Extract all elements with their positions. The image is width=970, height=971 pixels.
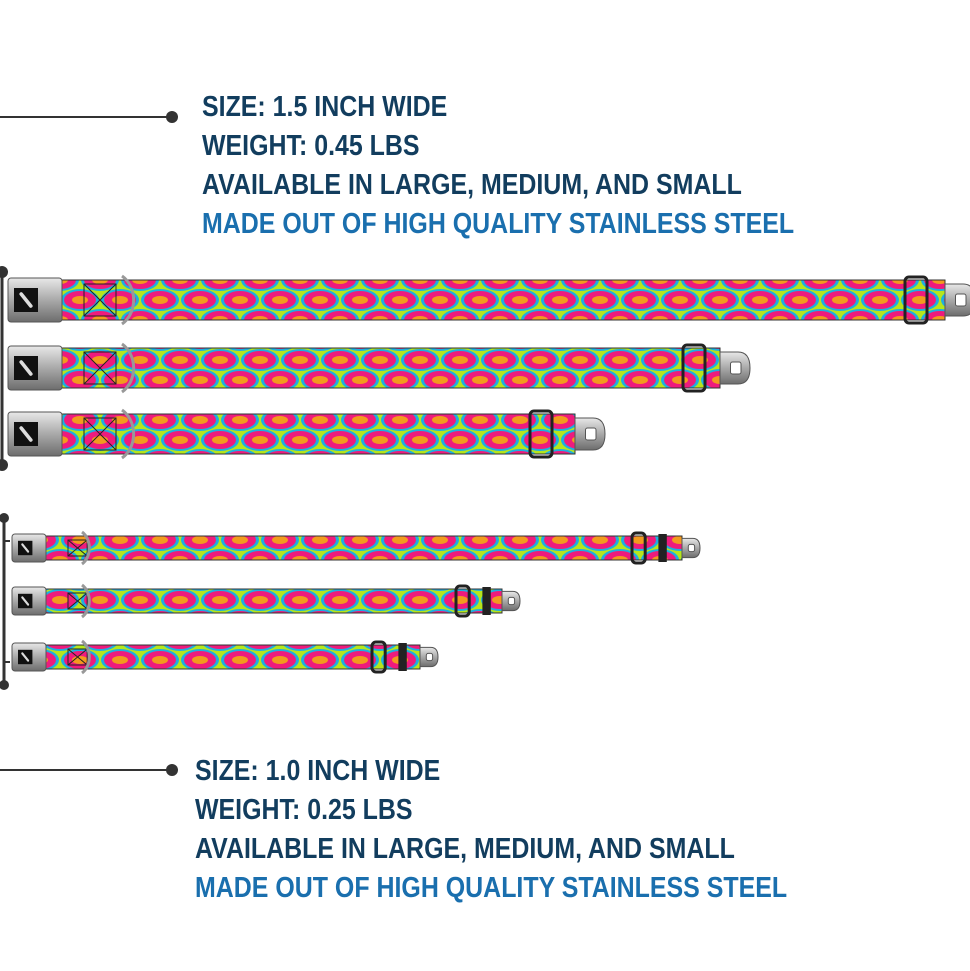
pointer-line-bottom xyxy=(0,764,178,776)
narrow-availability: AVAILABLE IN LARGE, MEDIUM, AND SMALL xyxy=(195,833,735,865)
slide-adjuster-icon xyxy=(903,275,929,325)
slide-adjuster-icon xyxy=(528,409,554,459)
slide-adjuster-icon xyxy=(454,584,471,618)
narrow-collar-specs: SIZE: 1.0 INCH WIDE WEIGHT: 0.25 LBS AVA… xyxy=(195,752,884,908)
keeper-loop xyxy=(398,643,407,671)
collar-strap xyxy=(61,279,946,321)
slide-adjuster-icon xyxy=(630,531,647,565)
wide-size: SIZE: 1.5 INCH WIDE xyxy=(202,91,448,123)
collar-strap xyxy=(45,535,683,561)
d-ring-icon xyxy=(81,583,91,619)
d-ring-icon xyxy=(121,342,136,394)
collar-narrow-medium xyxy=(11,583,521,619)
keeper-loop xyxy=(658,534,667,562)
collar-wide-large xyxy=(7,274,970,326)
narrow-size: SIZE: 1.0 INCH WIDE xyxy=(195,755,441,787)
collar-narrow-large xyxy=(11,530,701,566)
collar-strap xyxy=(45,588,503,614)
keeper-loop xyxy=(482,587,491,615)
collar-wide-small xyxy=(7,408,606,460)
collar-strap xyxy=(61,413,576,455)
bracket-narrow xyxy=(0,513,10,690)
collar-wide-medium xyxy=(7,342,751,394)
narrow-material: MADE OUT OF HIGH QUALITY STAINLESS STEEL xyxy=(195,872,788,904)
d-ring-icon xyxy=(81,639,91,675)
d-ring-icon xyxy=(81,530,91,566)
d-ring-icon xyxy=(121,408,136,460)
wide-availability: AVAILABLE IN LARGE, MEDIUM, AND SMALL xyxy=(202,169,742,201)
collar-narrow-small xyxy=(11,639,439,675)
pointer-line-top xyxy=(0,111,178,123)
slide-adjuster-icon xyxy=(681,343,707,393)
narrow-weight: WEIGHT: 0.25 LBS xyxy=(195,794,413,826)
wide-material: MADE OUT OF HIGH QUALITY STAINLESS STEEL xyxy=(202,208,795,240)
wide-weight: WEIGHT: 0.45 LBS xyxy=(202,130,420,162)
slide-adjuster-icon xyxy=(370,640,387,674)
wide-collar-specs: SIZE: 1.5 INCH WIDE WEIGHT: 0.45 LBS AVA… xyxy=(202,88,891,244)
collar-strap xyxy=(45,644,421,670)
d-ring-icon xyxy=(121,274,136,326)
bracket-wide xyxy=(0,266,8,471)
collar-strap xyxy=(61,347,721,389)
